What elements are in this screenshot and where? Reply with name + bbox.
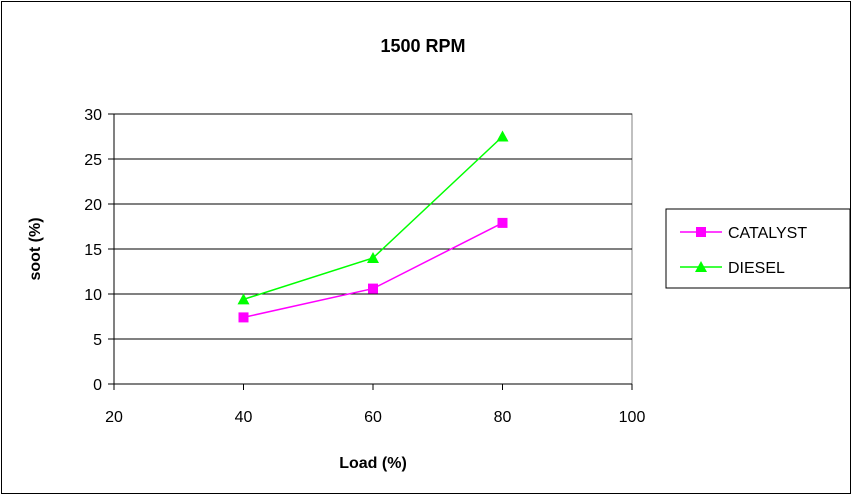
chart-title: 1500 RPM: [380, 36, 465, 56]
data-point-diesel: [496, 130, 509, 142]
legend-marker-catalyst: [696, 227, 706, 237]
x-tick-label: 100: [619, 409, 646, 426]
tick-labels: 0 5 10 15 20 25 30 20 40 60 80 100: [84, 107, 645, 426]
data-point-catalyst: [368, 283, 378, 294]
y-tick-label: 5: [93, 332, 102, 349]
legend-items: CATALYST DIESEL: [680, 225, 807, 277]
data-point-diesel: [367, 252, 379, 263]
legend-label-catalyst: CATALYST: [728, 225, 807, 242]
y-tick-label: 10: [84, 287, 102, 304]
x-tick-label: 60: [364, 409, 382, 426]
legend: CATALYST DIESEL: [665, 208, 851, 289]
y-axis-title: soot (%): [27, 217, 44, 280]
legend-marker-diesel: [695, 261, 707, 272]
data-point-catalyst: [497, 217, 508, 228]
data-point-diesel: [237, 293, 250, 305]
y-tick-label: 30: [84, 107, 102, 124]
y-tick-label: 25: [84, 152, 102, 169]
data-point-catalyst: [238, 312, 249, 323]
x-tick-label: 20: [105, 409, 123, 426]
axes: [108, 113, 633, 390]
y-tick-label: 0: [93, 377, 102, 394]
legend-box: [665, 208, 851, 289]
x-tick-label: 80: [494, 409, 512, 426]
x-axis-title: Load (%): [339, 455, 407, 472]
y-tick-label: 20: [84, 197, 102, 214]
gridlines: [114, 113, 632, 340]
x-tick-label: 40: [235, 409, 253, 426]
legend-label-diesel: DIESEL: [728, 260, 785, 277]
y-tick-label: 15: [84, 242, 102, 259]
series: [237, 130, 509, 323]
